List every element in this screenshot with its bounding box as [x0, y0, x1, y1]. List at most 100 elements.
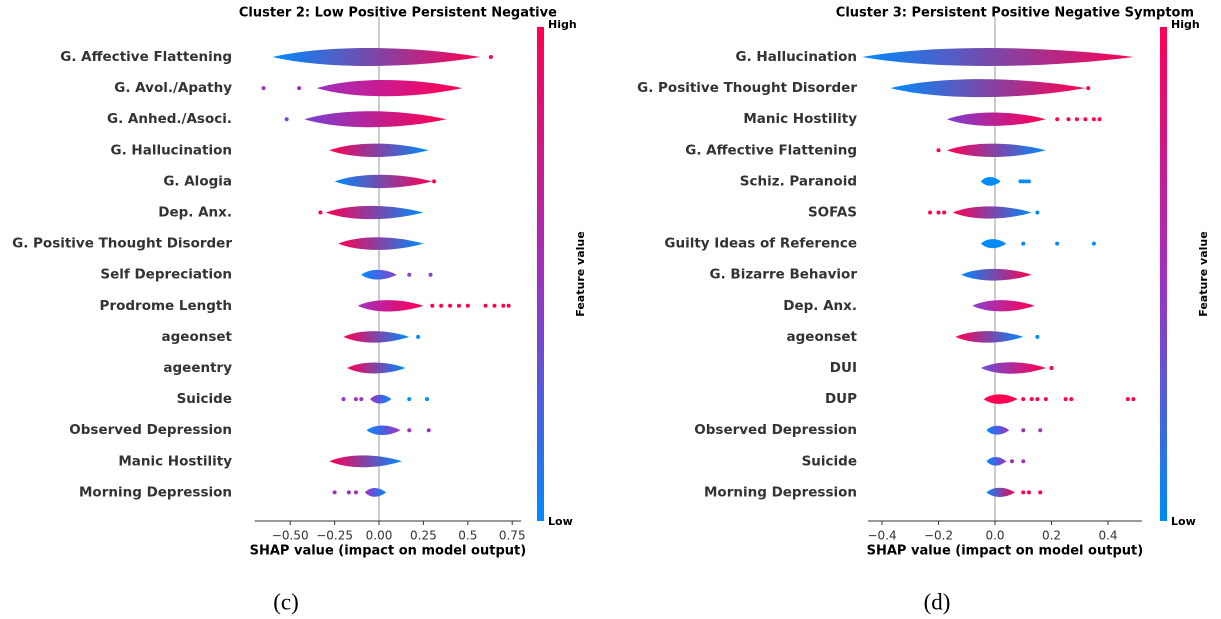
- x-tick-label: −0.50: [272, 529, 309, 543]
- outlier-dot: [332, 490, 337, 495]
- outlier-dot: [1021, 397, 1026, 402]
- outlier-dot: [261, 86, 266, 91]
- x-axis-label: SHAP value (impact on model output): [250, 544, 527, 559]
- chart-title: Cluster 3: Persistent Positive Negative …: [836, 6, 1194, 21]
- feature-label: G. Hallucination: [736, 49, 858, 65]
- violin: [334, 174, 433, 189]
- outlier-dot: [1021, 241, 1026, 246]
- outlier-dot: [1049, 366, 1054, 370]
- outlier-dot: [1091, 241, 1096, 246]
- outlier-dot: [488, 55, 493, 59]
- outlier-dot: [1009, 459, 1014, 464]
- feature-label: Suicide: [177, 391, 232, 407]
- feature-label: G. Bizarre Behavior: [710, 267, 858, 283]
- x-tick-label: 0.75: [499, 529, 526, 543]
- x-tick-label: −0.4: [867, 529, 896, 543]
- feature-label: Manic Hostility: [118, 453, 232, 469]
- feature-label: Guilty Ideas of Reference: [664, 236, 857, 252]
- violin: [946, 112, 1046, 126]
- feature-label: Dep. Anx.: [783, 298, 857, 314]
- outlier-dot: [407, 428, 412, 433]
- outlier-dot: [341, 397, 346, 402]
- outlier-dot: [936, 148, 941, 153]
- feature-label: G. Hallucination: [111, 142, 233, 158]
- outlier-dot: [483, 303, 488, 308]
- feature-label: G. Avol./Apathy: [114, 80, 232, 96]
- outlier-dot: [432, 179, 437, 184]
- violin: [986, 456, 1007, 466]
- outlier-dot: [318, 210, 323, 215]
- outlier-dot: [407, 272, 412, 277]
- violin: [357, 300, 424, 312]
- feature-label: Schiz. Paranoid: [740, 173, 857, 189]
- outlier-dot: [1035, 397, 1040, 402]
- violin: [361, 269, 397, 280]
- violin: [329, 143, 429, 158]
- outlier-dot: [1055, 117, 1060, 122]
- x-tick-label: −0.25: [316, 529, 353, 543]
- feature-label: Dep. Anx.: [158, 205, 232, 221]
- outlier-dot: [1021, 459, 1026, 464]
- feature-label: DUP: [825, 391, 857, 407]
- outlier-dot: [1021, 428, 1026, 433]
- outlier-dot: [1043, 397, 1048, 402]
- violin: [980, 177, 1001, 186]
- violin: [366, 425, 401, 435]
- outlier-dot: [428, 272, 433, 277]
- violin: [983, 394, 1018, 404]
- outlier-dot: [1029, 397, 1034, 402]
- x-tick-label: 0.2: [1042, 529, 1061, 543]
- outlier-dot: [424, 397, 429, 402]
- outlier-dot: [1024, 179, 1029, 184]
- outlier-dot: [506, 303, 511, 308]
- feature-label: Suicide: [802, 453, 857, 469]
- outlier-dot: [1086, 86, 1091, 91]
- outlier-dot: [1021, 179, 1026, 184]
- outlier-dot: [1026, 490, 1031, 495]
- x-axis-label: SHAP value (impact on model output): [867, 544, 1144, 559]
- outlier-dot: [1131, 397, 1136, 402]
- outlier-dot: [942, 210, 947, 215]
- violin: [343, 331, 410, 343]
- violin: [890, 79, 1086, 98]
- feature-label: G. Alogia: [163, 173, 232, 189]
- outlier-dot: [407, 397, 412, 402]
- outlier-dot: [456, 303, 461, 308]
- outlier-dot: [1097, 117, 1102, 122]
- feature-label: Morning Depression: [79, 484, 232, 500]
- outlier-dot: [426, 428, 431, 433]
- violin: [338, 237, 424, 250]
- violin: [364, 488, 387, 497]
- feature-label: G. Affective Flattening: [685, 142, 857, 158]
- feature-label: G. Positive Thought Disorder: [12, 236, 232, 252]
- colorbar-label: Feature value: [574, 231, 587, 316]
- outlier-dot: [353, 397, 358, 402]
- outlier-dot: [1063, 397, 1068, 402]
- outlier-dot: [430, 303, 435, 308]
- x-tick-label: 0.4: [1098, 529, 1117, 543]
- x-tick-label: 0.0: [985, 529, 1004, 543]
- outlier-dot: [1035, 210, 1040, 215]
- violin: [304, 111, 447, 128]
- violin: [347, 362, 406, 374]
- outlier-dot: [928, 210, 933, 215]
- feature-label: Observed Depression: [69, 422, 232, 438]
- colorbar-low: Low: [1171, 515, 1196, 528]
- outlier-dot: [1069, 397, 1074, 402]
- outlier-dot: [1038, 428, 1043, 433]
- x-tick-label: −0.2: [924, 529, 953, 543]
- violin: [862, 48, 1134, 66]
- outlier-dot: [359, 397, 364, 402]
- feature-label: ageentry: [163, 360, 232, 376]
- feature-label: G. Positive Thought Disorder: [637, 80, 857, 96]
- outlier-dot: [501, 303, 506, 308]
- colorbar-label: Feature value: [1197, 231, 1210, 316]
- outlier-dot: [1091, 117, 1096, 122]
- violin: [946, 143, 1046, 158]
- outlier-dot: [1074, 117, 1079, 122]
- caption: (c): [273, 589, 299, 614]
- outlier-dot: [1021, 490, 1026, 495]
- violin: [955, 331, 1024, 343]
- outlier-dot: [1066, 117, 1071, 122]
